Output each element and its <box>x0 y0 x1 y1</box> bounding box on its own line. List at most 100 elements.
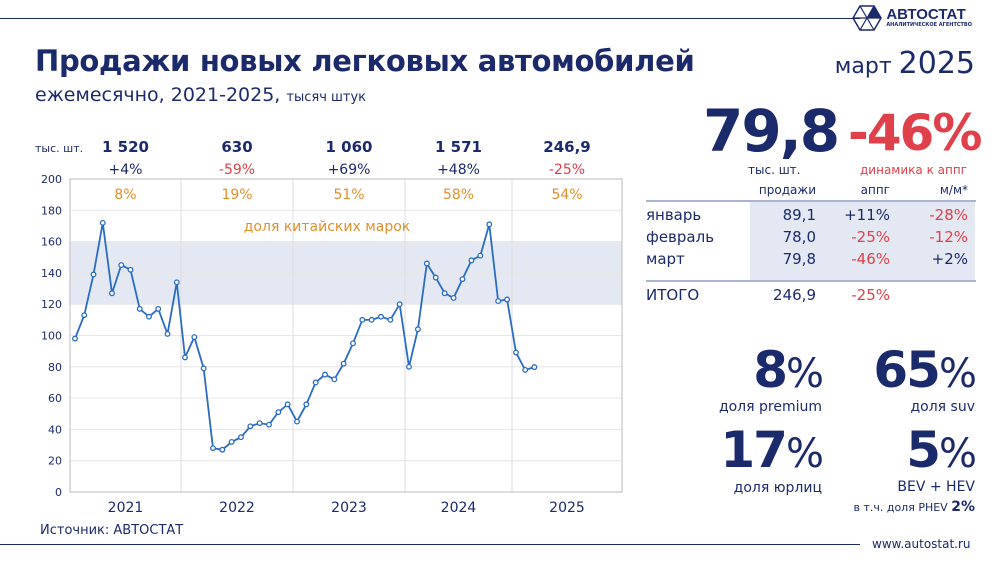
data-point <box>368 316 375 323</box>
stat-value: 65 <box>873 341 941 399</box>
data-point <box>164 330 171 337</box>
data-point <box>504 296 511 303</box>
table-cell-month: март <box>646 250 685 268</box>
data-point <box>322 371 328 378</box>
stat-corporate-label: доля юрлиц <box>733 480 822 496</box>
table-bottom-rule <box>646 280 976 282</box>
data-point <box>477 252 484 259</box>
data-point <box>266 421 272 428</box>
year-change: -59% <box>219 162 255 178</box>
table-cell-month: январь <box>646 206 702 224</box>
y-tick-label: 160 <box>41 236 62 249</box>
year-china-share: 54% <box>551 187 582 203</box>
data-point <box>459 276 466 283</box>
phev-value: 2 <box>951 499 961 515</box>
y-tick-label: 40 <box>48 423 62 436</box>
y-tick-label: 20 <box>48 455 62 468</box>
data-point <box>396 301 403 308</box>
header-line <box>0 18 860 19</box>
data-point <box>513 349 519 356</box>
y-tick-label: 120 <box>41 298 62 311</box>
year-china-share: 8% <box>114 187 136 203</box>
headline-change-label: динамика к аппг <box>860 163 967 177</box>
data-point <box>99 219 106 226</box>
y-tick-label: 0 <box>55 486 62 499</box>
stat-value: 8 <box>753 341 788 399</box>
data-point <box>81 312 88 319</box>
year-change: +69% <box>328 162 371 178</box>
website-link[interactable]: www.autostat.ru <box>872 537 971 551</box>
data-point <box>118 262 125 269</box>
data-point <box>522 366 529 373</box>
mom-column-bg <box>900 201 975 280</box>
year-total: 1 060 <box>326 138 373 156</box>
data-point <box>182 354 188 361</box>
data-point <box>200 365 207 372</box>
subtitle-text: ежемесячно, 2021-2025, <box>35 84 281 106</box>
year-china-share: 51% <box>333 187 364 203</box>
data-point <box>303 401 310 408</box>
sales-column-bg <box>750 201 900 280</box>
x-tick-label: 2024 <box>441 500 477 516</box>
stat-corporate: 17% <box>720 421 824 479</box>
headline-value: 79,8 <box>703 97 840 165</box>
data-point <box>275 409 282 416</box>
table-cell-month: февраль <box>646 228 715 246</box>
x-tick-label: 2023 <box>331 500 367 516</box>
table-total-yoy: -25% <box>851 286 890 304</box>
data-point <box>378 313 384 320</box>
logo-hexagon-icon <box>852 5 883 31</box>
table-cell-yoy: -25% <box>851 228 890 246</box>
data-point <box>210 445 216 452</box>
x-tick-label: 2021 <box>108 500 144 516</box>
data-point <box>312 379 319 386</box>
data-point <box>228 438 235 445</box>
year-china-share: 58% <box>443 187 474 203</box>
year-change: +4% <box>109 162 143 178</box>
logo-name: АВТОСТАТ <box>886 6 966 23</box>
data-point <box>146 313 152 320</box>
data-point <box>72 335 78 342</box>
data-point <box>423 260 430 267</box>
x-tick-label: 2022 <box>219 500 255 516</box>
data-point <box>136 305 143 312</box>
year-change: -25% <box>549 162 585 178</box>
data-point <box>127 266 134 273</box>
data-point <box>495 298 502 305</box>
table-cell-sales: 89,1 <box>782 206 816 224</box>
period-year: 2025 <box>898 46 975 81</box>
data-point <box>340 360 347 367</box>
data-point <box>284 401 291 408</box>
header-mom: м/м* <box>939 183 968 197</box>
year-total: 630 <box>221 138 252 156</box>
data-point <box>486 221 493 228</box>
data-point <box>109 290 115 297</box>
data-point <box>294 418 300 425</box>
data-point <box>406 363 412 370</box>
data-point <box>173 279 180 286</box>
data-point <box>90 271 97 278</box>
y-tick-label: 60 <box>48 392 62 405</box>
y-tick-label: 80 <box>48 361 62 374</box>
table-cell-sales: 79,8 <box>782 250 816 268</box>
unit-label: тыс. шт. <box>35 142 83 155</box>
y-tick-label: 180 <box>41 204 62 217</box>
period-month: март <box>834 54 892 79</box>
table-top-rule <box>646 200 976 202</box>
logo: АВТОСТАТ АНАЛИТИЧЕСКОЕ АГЕНТСТВО <box>852 4 972 32</box>
data-point <box>155 305 162 312</box>
year-total: 1 571 <box>435 138 482 156</box>
stat-suv: 65% <box>873 341 977 399</box>
year-total: 246,9 <box>543 138 590 156</box>
subtitle-unit: тысяч штук <box>286 90 367 105</box>
table-cell-mom: +2% <box>931 250 968 268</box>
stat-suv-label: доля suv <box>910 399 975 415</box>
stat-ev-label: BEV + HEV <box>897 479 975 495</box>
data-point <box>256 420 263 427</box>
data-point <box>191 334 198 341</box>
data-point <box>387 316 394 323</box>
data-point <box>350 340 356 347</box>
logo-tagline: АНАЛИТИЧЕСКОЕ АГЕНТСТВО <box>886 22 972 28</box>
y-tick-label: 100 <box>41 330 62 343</box>
data-point <box>219 446 226 453</box>
